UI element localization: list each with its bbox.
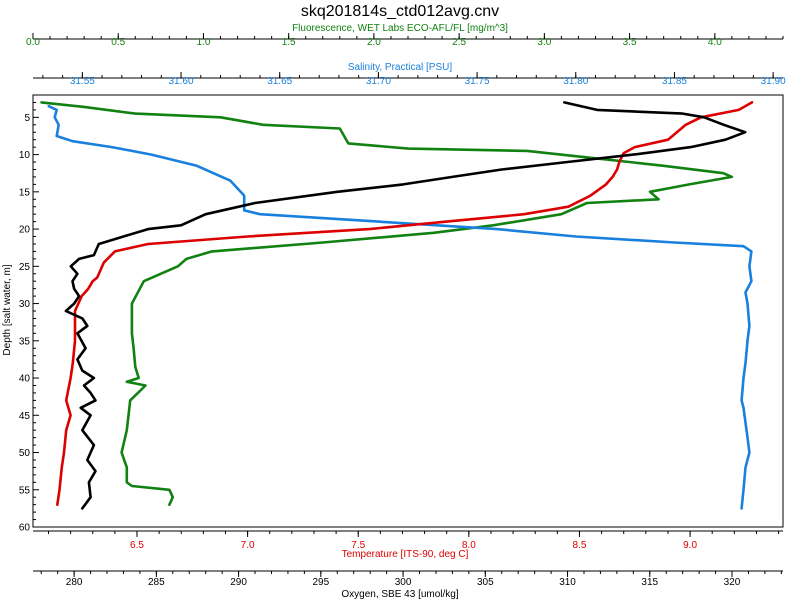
- temperature-tick-label: 9.0: [683, 540, 697, 551]
- oxygen-tick-label: 310: [559, 577, 576, 588]
- fluorescence-series-line: [40, 101, 734, 507]
- oxygen-tick-label: 290: [230, 577, 247, 588]
- depth-tick-label: 35: [19, 336, 31, 347]
- oxygen-tick-label: 295: [312, 577, 329, 588]
- fluorescence-tick-label: 1.0: [197, 37, 211, 48]
- salinity-tick-label: 31.75: [465, 76, 490, 87]
- fluorescence-tick-label: 2.5: [452, 37, 466, 48]
- plot-frame: [32, 94, 784, 528]
- temperature-tick-label: 8.5: [573, 540, 587, 551]
- depth-tick-label: 20: [19, 225, 31, 236]
- depth-tick-label: 30: [19, 299, 31, 310]
- fluorescence-tick-label: 3.5: [623, 37, 637, 48]
- salinity-series-line: [47, 104, 753, 510]
- salinity-tick-label: 31.60: [169, 76, 194, 87]
- depth-tick-label: 40: [19, 374, 31, 385]
- fluorescence-axis-label: Fluorescence, WET Labs ECO-AFL/FL [mg/m^…: [292, 23, 508, 34]
- salinity-tick-label: 31.55: [70, 76, 95, 87]
- fluorescence-tick-label: 0.0: [26, 37, 40, 48]
- oxygen-tick-label: 285: [148, 577, 165, 588]
- depth-axis-label: Depth [salt water, m]: [2, 264, 13, 355]
- depth-tick-label: 50: [19, 448, 31, 459]
- oxygen-axis-label: Oxygen, SBE 43 [umol/kg]: [341, 589, 459, 600]
- oxygen-tick-label: 305: [477, 577, 494, 588]
- depth-tick-label: 10: [19, 150, 31, 161]
- top-axes: 0.0 0.5 1.0 1.5 2.0 2.5 3.0 3.5 4.0 31.55 31.60 31.…: [26, 33, 786, 87]
- salinity-tick-label: 31.85: [662, 76, 687, 87]
- oxygen-tick-label: 320: [724, 577, 741, 588]
- depth-tick-label: 60: [19, 523, 31, 534]
- oxygen-tick-label: 280: [66, 577, 83, 588]
- fluorescence-tick-label: 2.0: [367, 37, 381, 48]
- temperature-tick-label: 6.5: [130, 540, 144, 551]
- salinity-tick-label: 31.90: [761, 76, 786, 87]
- depth-tick-label: 55: [19, 485, 31, 496]
- salinity-tick-label: 31.70: [366, 76, 391, 87]
- oxygen-tick-label: 315: [641, 577, 658, 588]
- temperature-tick-label: 8.0: [462, 540, 476, 551]
- salinity-tick-label: 31.65: [267, 76, 292, 87]
- temperature-axis-label: Temperature [ITS-90, deg C]: [342, 549, 469, 560]
- series-layer: [40, 101, 754, 510]
- depth-tick-label: 5: [24, 113, 30, 124]
- bottom-axes: 6.5 7.0 7.5 8.0 8.5 9.0 280 285 290 295 300 305 310 3…: [33, 530, 783, 588]
- fluorescence-tick-label: 0.5: [111, 37, 125, 48]
- depth-tick-label: 45: [19, 411, 31, 422]
- temperature-tick-label: 7.5: [351, 540, 365, 551]
- depth-tick-label: 15: [19, 187, 31, 198]
- oxygen-series-line: [64, 101, 747, 510]
- temperature-series-line: [55, 101, 754, 507]
- temperature-tick-label: 7.0: [241, 540, 255, 551]
- salinity-axis-label: Salinity, Practical [PSU]: [348, 62, 453, 73]
- chart-title: skq201814s_ctd012avg.cnv: [301, 3, 499, 20]
- fluorescence-tick-label: 3.0: [537, 37, 551, 48]
- fluorescence-tick-label: 1.5: [282, 37, 296, 48]
- salinity-tick-label: 31.80: [563, 76, 588, 87]
- fluorescence-tick-label: 4.0: [708, 37, 722, 48]
- depth-axis: 5 10 15 20 25 30 35 40 45 50 55 60: [19, 94, 39, 534]
- oxygen-tick-label: 300: [395, 577, 412, 588]
- depth-tick-label: 25: [19, 262, 31, 273]
